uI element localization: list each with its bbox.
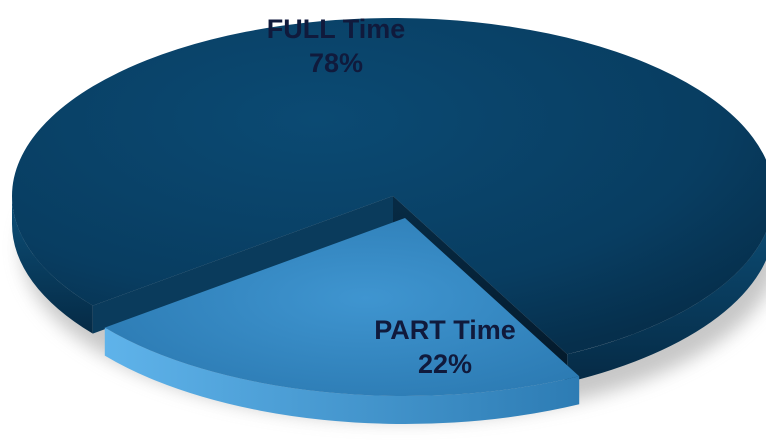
slice-name-part-time: PART Time: [374, 315, 516, 345]
full-time-slice-cut-left: [92, 196, 394, 334]
pie-slices: [12, 18, 766, 424]
slice-value-part-time: 22%: [417, 349, 473, 379]
part-time-slice: [104, 218, 580, 396]
full-time-slice-side-left: [12, 196, 93, 334]
full-time-slice-side-right: [567, 232, 766, 383]
slice-value-full-time: 78%: [308, 48, 364, 78]
slice-label-part-time: PART Time 22%: [345, 313, 545, 381]
slice-label-full-time: FULL Time 78%: [236, 12, 436, 80]
full-time-slice: [12, 18, 766, 355]
slice-name-full-time: FULL Time: [266, 14, 406, 44]
part-time-slice-side: [104, 327, 580, 424]
